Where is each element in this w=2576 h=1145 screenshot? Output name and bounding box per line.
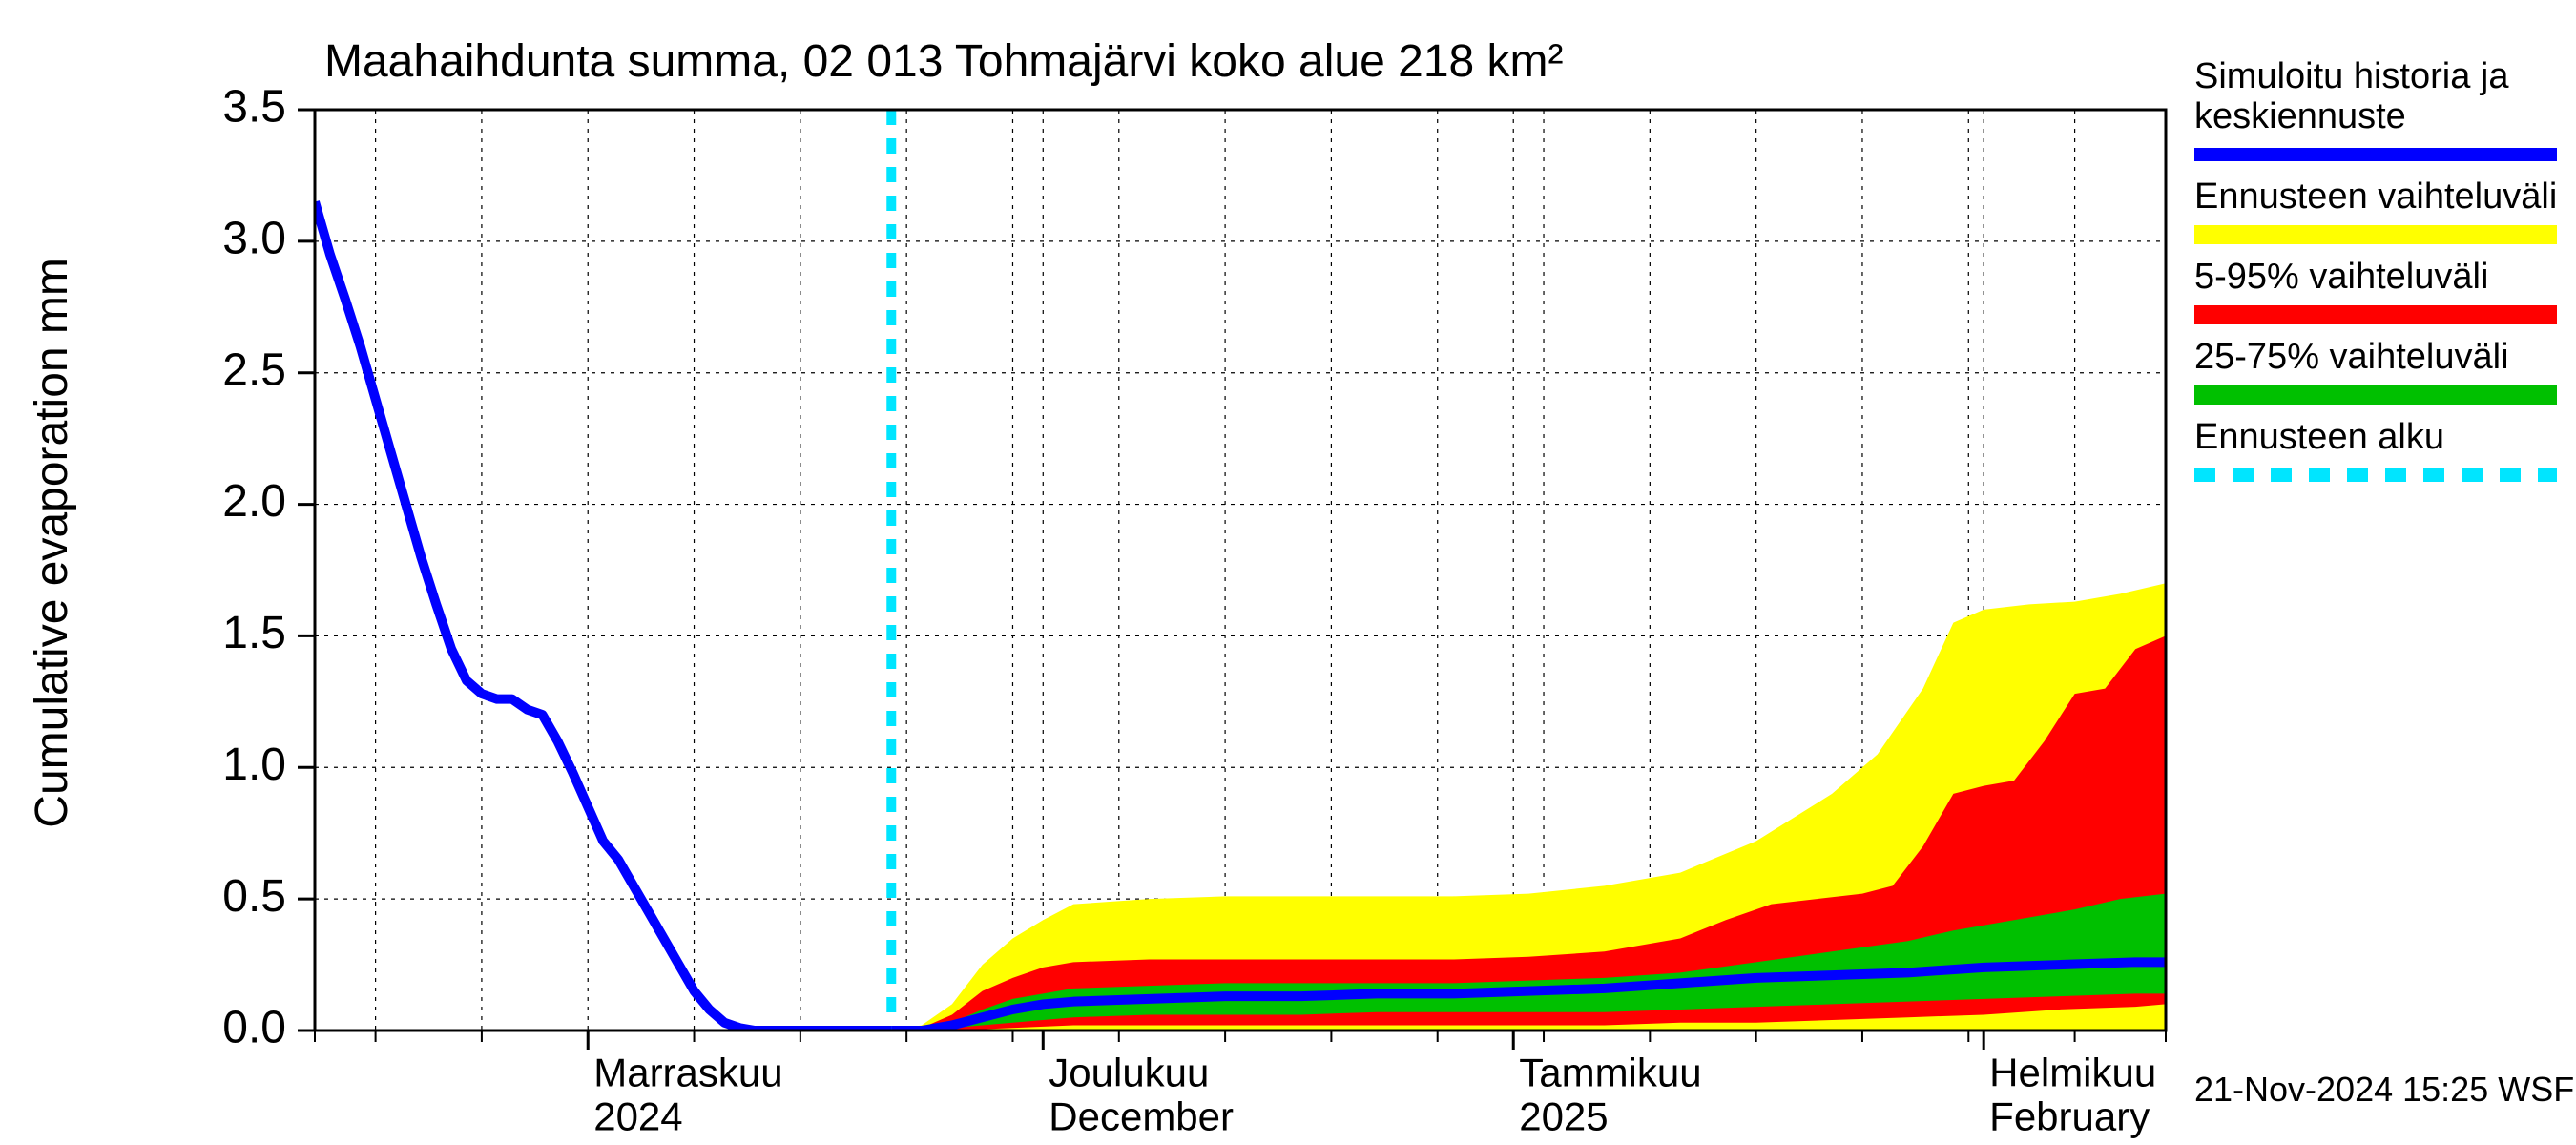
legend-label: Ennusteen vaihteluväli: [2194, 177, 2557, 217]
x-major-label-top: Marraskuu: [593, 1050, 782, 1094]
y-tick-label: 2.5: [222, 344, 286, 395]
history-line: [315, 202, 891, 1031]
y-tick-label: 2.0: [222, 476, 286, 527]
legend-swatch: [2194, 225, 2557, 244]
x-major-label-top: Helmikuu: [1989, 1050, 2156, 1094]
legend-swatch: [2194, 305, 2557, 324]
legend-label: keskiennuste: [2194, 96, 2406, 136]
y-tick-label: 0.0: [222, 1003, 286, 1053]
x-major-label-top: Tammikuu: [1519, 1050, 1701, 1094]
y-tick-label: 1.0: [222, 739, 286, 790]
x-major-label-bottom: 2024: [593, 1093, 682, 1138]
chart-container: Maahaihdunta summa, 02 013 Tohmajärvi ko…: [0, 0, 2576, 1145]
y-tick-label: 3.5: [222, 82, 286, 133]
x-major-label-bottom: December: [1049, 1093, 1234, 1138]
legend-label: 25-75% vaihteluväli: [2194, 337, 2509, 377]
legend-label: Ennusteen alku: [2194, 417, 2444, 457]
y-axis-label: Cumulative evaporation mm: [27, 258, 77, 828]
footer-timestamp: 21-Nov-2024 15:25 WSFS-O: [2194, 1070, 2576, 1109]
y-tick-label: 0.5: [222, 871, 286, 922]
legend-label: Simuloitu historia ja: [2194, 56, 2509, 96]
x-major-label-bottom: 2025: [1519, 1093, 1608, 1138]
y-tick-label: 1.5: [222, 608, 286, 658]
chart-svg: Maahaihdunta summa, 02 013 Tohmajärvi ko…: [0, 0, 2576, 1145]
chart-title: Maahaihdunta summa, 02 013 Tohmajärvi ko…: [324, 36, 1564, 87]
legend: Simuloitu historia jakeskiennuste Ennuste…: [2194, 56, 2557, 475]
legend-swatch: [2194, 385, 2557, 405]
legend-label: 5-95% vaihteluväli: [2194, 257, 2488, 297]
y-tick-label: 3.0: [222, 214, 286, 264]
x-major-label-bottom: February: [1989, 1093, 2150, 1138]
x-major-label-top: Joulukuu: [1049, 1050, 1209, 1094]
